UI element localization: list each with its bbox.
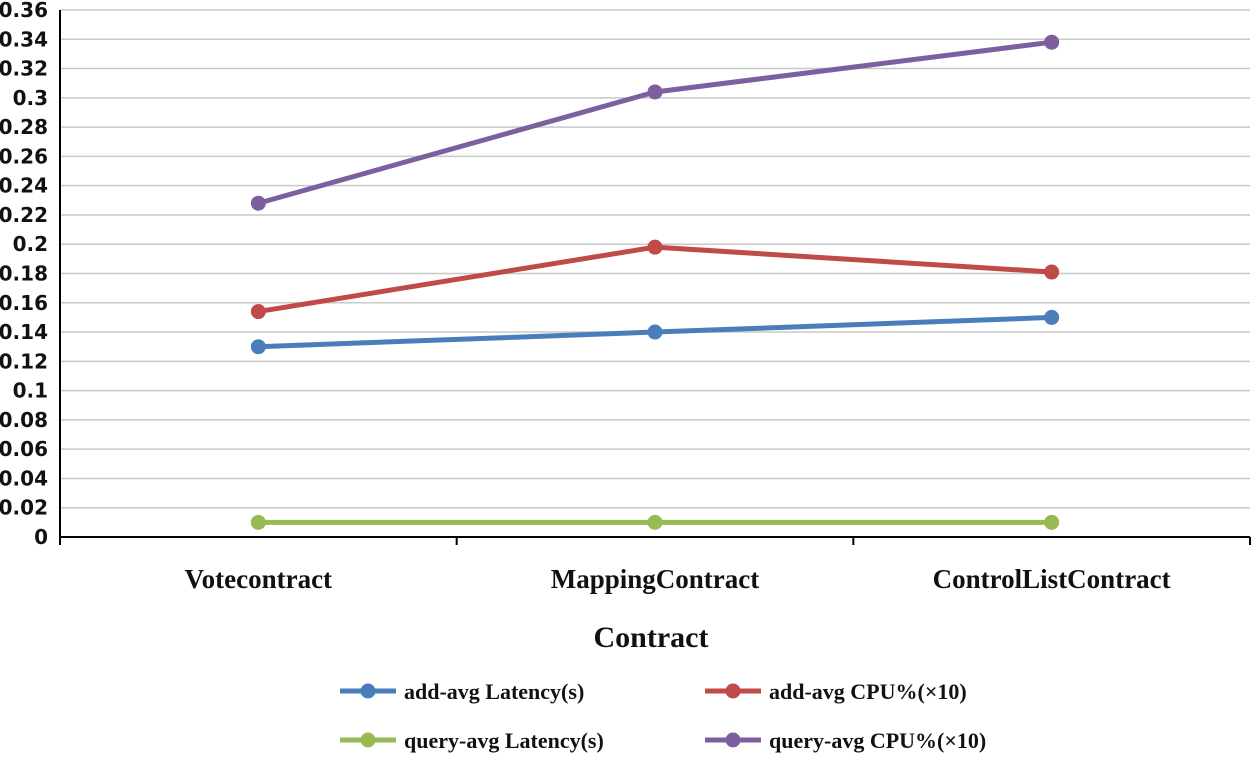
y-tick-label: 0.02 xyxy=(0,496,48,520)
y-tick-label: 0.2 xyxy=(13,232,48,256)
data-point xyxy=(1044,34,1060,50)
x-category-label: MappingContract xyxy=(551,564,760,594)
series-line xyxy=(257,39,1052,206)
legend-entry: query-avg CPU%(×10) xyxy=(705,728,986,753)
data-point xyxy=(1044,309,1060,325)
legend-label: add-avg CPU%(×10) xyxy=(769,679,967,704)
y-tick-label: 0.32 xyxy=(0,57,48,81)
y-tick-label: 0.24 xyxy=(0,174,48,198)
y-axis-ticks: 0 0.02 0.04 0.06 0.08 0.1 0.12 0.14 0.16 0.18 0.2 0… xyxy=(0,0,48,549)
legend-swatch-marker xyxy=(360,732,376,748)
y-tick-label: 0.16 xyxy=(0,291,48,315)
y-tick-label: 0.04 xyxy=(0,466,48,490)
data-point xyxy=(1044,514,1060,530)
data-point xyxy=(250,514,266,530)
y-tick-label: 0.12 xyxy=(0,349,48,373)
legend-swatch-marker xyxy=(725,732,741,748)
y-tick-label: 0.14 xyxy=(0,320,48,344)
data-point xyxy=(250,195,266,211)
series-0 xyxy=(250,309,1060,355)
data-point xyxy=(250,339,266,355)
legend-swatch-marker xyxy=(360,683,376,699)
x-axis-categories: Votecontract MappingContract ControlListCo… xyxy=(185,564,1171,594)
y-tick-label: 0.3 xyxy=(13,86,48,110)
series-1 xyxy=(250,239,1060,320)
y-tick-label: 0.28 xyxy=(0,115,48,139)
legend: add-avg Latency(s) add-avg CPU%(×10) query… xyxy=(340,679,986,753)
x-category-label: ControlListContract xyxy=(933,564,1171,594)
series-2 xyxy=(250,514,1060,530)
legend-label: query-avg Latency(s) xyxy=(404,728,604,753)
y-tick-label: 0 xyxy=(34,525,48,549)
data-point xyxy=(647,324,663,340)
legend-entry: add-avg CPU%(×10) xyxy=(705,679,967,704)
y-tick-label: 0.1 xyxy=(13,379,48,403)
legend-label: query-avg CPU%(×10) xyxy=(769,728,986,753)
y-tick-label: 0.22 xyxy=(0,203,48,227)
gridlines xyxy=(60,9,1250,509)
series-layer xyxy=(250,34,1060,530)
data-point xyxy=(647,84,663,100)
data-point xyxy=(250,304,266,320)
data-point xyxy=(647,514,663,530)
legend-swatch-marker xyxy=(725,683,741,699)
data-point xyxy=(1044,264,1060,280)
legend-entry: query-avg Latency(s) xyxy=(340,728,604,753)
axes xyxy=(59,10,1251,545)
series-line xyxy=(257,244,1052,315)
x-category-label: Votecontract xyxy=(185,564,332,594)
y-tick-label: 0.18 xyxy=(0,262,48,286)
legend-label: add-avg Latency(s) xyxy=(404,679,584,704)
y-tick-label: 0.08 xyxy=(0,408,48,432)
y-tick-label: 0.36 xyxy=(0,0,48,22)
y-tick-label: 0.34 xyxy=(0,27,48,51)
y-tick-label: 0.06 xyxy=(0,437,48,461)
y-tick-label: 0.26 xyxy=(0,144,48,168)
series-3 xyxy=(250,34,1060,211)
x-axis-title: Contract xyxy=(594,621,709,654)
legend-entry: add-avg Latency(s) xyxy=(340,679,584,704)
data-point xyxy=(647,239,663,255)
